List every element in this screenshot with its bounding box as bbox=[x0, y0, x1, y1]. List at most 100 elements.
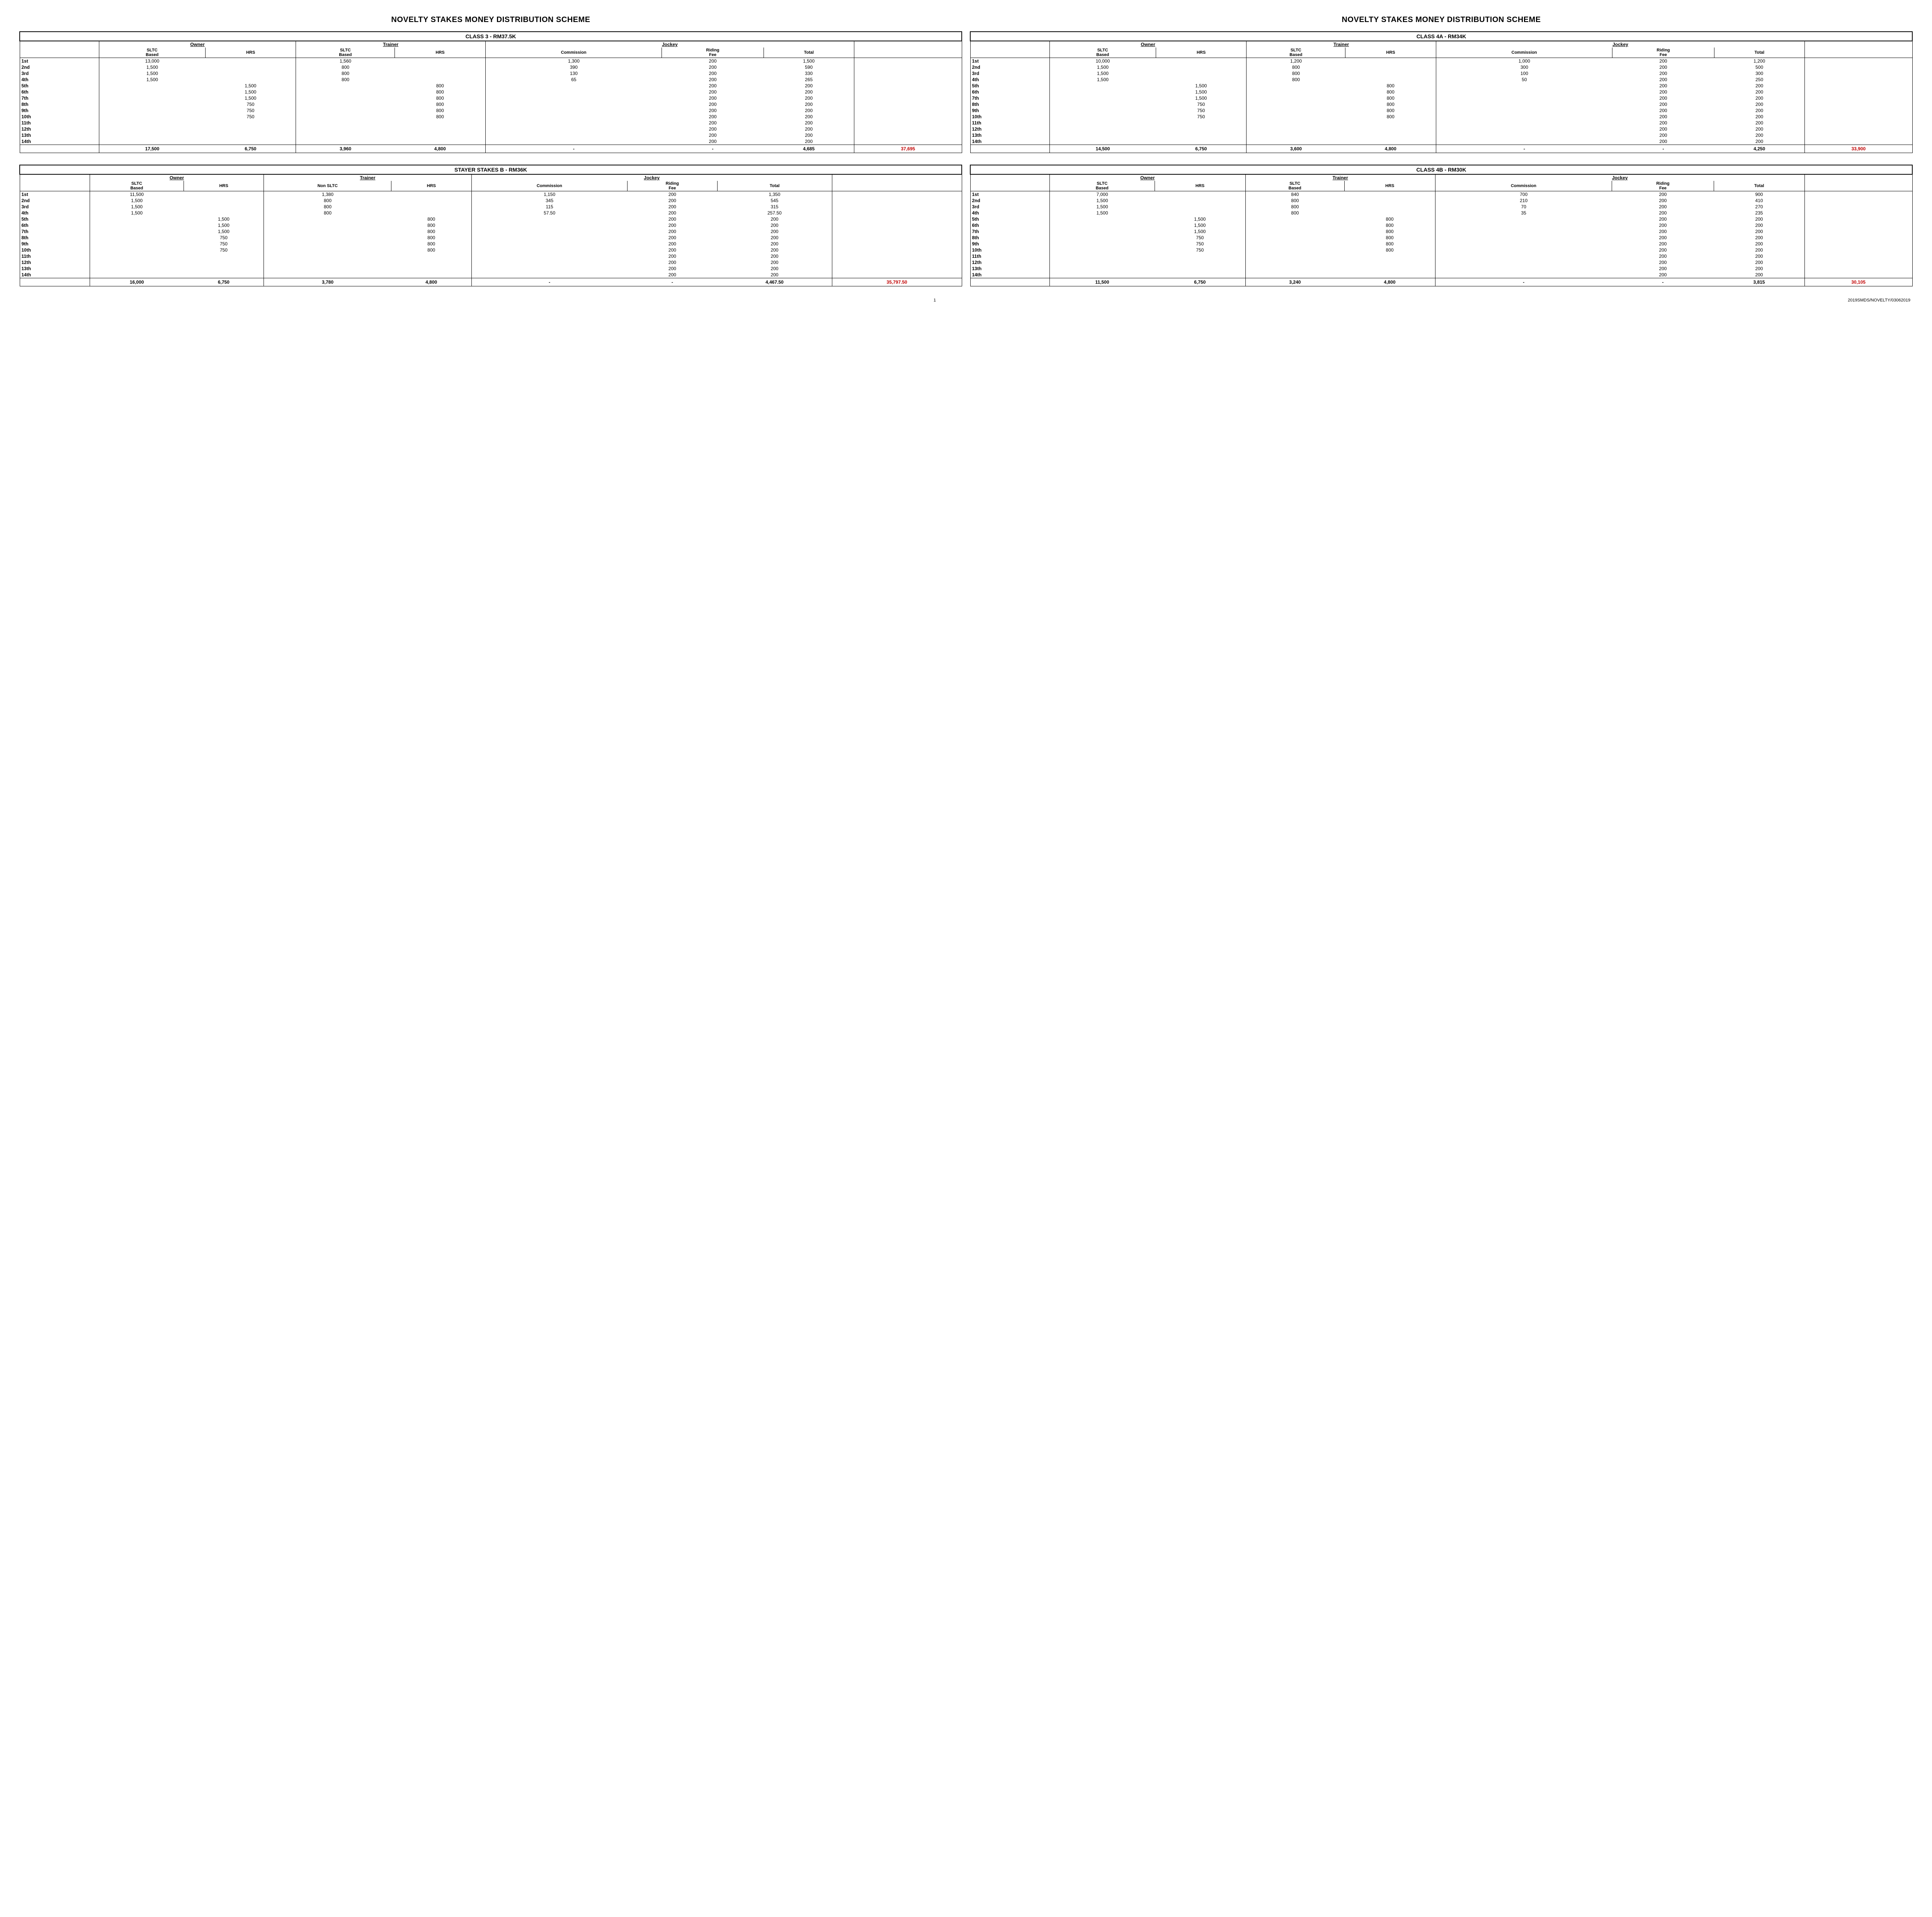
totals-row: 11,5006,750 3,2404,800 --3,815 30,105 bbox=[970, 278, 1912, 286]
table-row: 3rd 1,500 800 115200315 bbox=[20, 204, 962, 210]
col-riding-fee: RidingFee bbox=[1612, 181, 1714, 191]
table-block-class4b: CLASS 4B - RM30K Owner Trainer Jockey SL… bbox=[970, 165, 1913, 286]
col-commission: Commission bbox=[1435, 181, 1612, 191]
col-hrs: HRS bbox=[1344, 181, 1435, 191]
table-row: 8th 750 800 200200 bbox=[970, 101, 1912, 107]
col-riding-fee: RidingFee bbox=[1612, 48, 1714, 58]
col-total: Total bbox=[1714, 181, 1804, 191]
table-row: 1st 10,000 1,200 1,0002001,200 bbox=[970, 58, 1912, 65]
table-row: 13th 200200 bbox=[20, 132, 962, 138]
table-row: 14th 200200 bbox=[20, 138, 962, 145]
owner-header: Owner bbox=[90, 174, 264, 181]
table-block-stayerb: STAYER STAKES B - RM36K Owner Trainer Jo… bbox=[19, 165, 962, 286]
owner-header: Owner bbox=[1049, 174, 1245, 181]
table-row: 12th 200200 bbox=[970, 126, 1912, 132]
col-trainer1: SLTCBased bbox=[1245, 181, 1344, 191]
col-total: Total bbox=[764, 48, 854, 58]
trainer-header: Trainer bbox=[1245, 174, 1435, 181]
class-title: STAYER STAKES B - RM36K bbox=[20, 165, 962, 174]
grand-total: 35,797.50 bbox=[832, 278, 962, 286]
trainer-header: Trainer bbox=[1247, 41, 1436, 48]
table-row: 6th 1,500 800 200200 bbox=[20, 89, 962, 95]
owner-header: Owner bbox=[99, 41, 296, 48]
col-sltc-based: SLTCBased bbox=[99, 48, 205, 58]
table-row: 13th 200200 bbox=[970, 266, 1912, 272]
col-trainer1: SLTCBased bbox=[296, 48, 395, 58]
table-row: 5th 1,500 800 200200 bbox=[970, 216, 1912, 222]
table-row: 10th 750 800 200200 bbox=[20, 114, 962, 120]
table-row: 11th 200200 bbox=[20, 253, 962, 259]
table-row: 11th 200200 bbox=[970, 253, 1912, 259]
scheme-title: NOVELTY STAKES MONEY DISTRIBUTION SCHEME bbox=[19, 15, 962, 24]
table-row: 7th 1,500 800 200200 bbox=[970, 95, 1912, 101]
table-block-class4a: NOVELTY STAKES MONEY DISTRIBUTION SCHEME… bbox=[970, 15, 1913, 153]
table-row: 8th 750 800 200200 bbox=[970, 235, 1912, 241]
table-row: 6th 1,500 800 200200 bbox=[970, 89, 1912, 95]
table-row: 2nd 1,500 800 390200590 bbox=[20, 64, 962, 70]
trainer-header: Trainer bbox=[264, 174, 471, 181]
col-hrs: HRS bbox=[205, 48, 296, 58]
table-row: 10th 750 800 200200 bbox=[970, 247, 1912, 253]
table-row: 4th 1,500 800 65200265 bbox=[20, 77, 962, 83]
table-row: 9th 750 800 200200 bbox=[20, 241, 962, 247]
table-row: 3rd 1,500 800 130200330 bbox=[20, 70, 962, 77]
totals-row: 14,5006,750 3,6004,800 --4,250 33,900 bbox=[970, 145, 1912, 153]
table-row: 1st 13,000 1,560 1,3002001,500 bbox=[20, 58, 962, 65]
col-hrs: HRS bbox=[1155, 181, 1245, 191]
table-row: 9th 750 800 200200 bbox=[20, 107, 962, 114]
scheme-title: NOVELTY STAKES MONEY DISTRIBUTION SCHEME bbox=[970, 15, 1913, 24]
distribution-table: STAYER STAKES B - RM36K Owner Trainer Jo… bbox=[19, 165, 962, 286]
table-row: 12th 200200 bbox=[20, 259, 962, 266]
doc-ref: 2019SMDS/NOVELTY/03062019 bbox=[1848, 298, 1910, 303]
table-row: 1st 7,000 840 700200900 bbox=[970, 191, 1912, 198]
col-trainer1: Non SLTC bbox=[264, 181, 391, 191]
table-row: 4th 1,500 800 50200250 bbox=[970, 77, 1912, 83]
table-row: 2nd 1,500 800 345200545 bbox=[20, 197, 962, 204]
jockey-header: Jockey bbox=[1435, 174, 1804, 181]
class-title: CLASS 4A - RM34K bbox=[970, 32, 1912, 41]
table-row: 6th 1,500 800 200200 bbox=[970, 222, 1912, 228]
col-riding-fee: RidingFee bbox=[628, 181, 718, 191]
col-commission: Commission bbox=[471, 181, 628, 191]
jockey-header: Jockey bbox=[471, 174, 832, 181]
table-row: 3rd 1,500 800 70200270 bbox=[970, 204, 1912, 210]
table-row: 10th 750 800 200200 bbox=[970, 114, 1912, 120]
table-row: 13th 200200 bbox=[970, 132, 1912, 138]
table-row: 6th 1,500 800 200200 bbox=[20, 222, 962, 228]
page-grid: NOVELTY STAKES MONEY DISTRIBUTION SCHEME… bbox=[19, 15, 1913, 286]
table-row: 9th 750 800 200200 bbox=[970, 107, 1912, 114]
col-commission: Commission bbox=[485, 48, 662, 58]
col-hrs: HRS bbox=[395, 48, 486, 58]
distribution-table: CLASS 4B - RM30K Owner Trainer Jockey SL… bbox=[970, 165, 1913, 286]
table-row: 12th 200200 bbox=[970, 259, 1912, 266]
grand-total: 37,695 bbox=[854, 145, 962, 153]
page-number: 1 bbox=[934, 298, 936, 303]
col-total: Total bbox=[717, 181, 832, 191]
totals-row: 16,0006,750 3,7804,800 --4,467.50 35,797… bbox=[20, 278, 962, 286]
table-row: 14th 200200 bbox=[970, 272, 1912, 278]
table-row: 8th 750 800 200200 bbox=[20, 235, 962, 241]
class-title: CLASS 4B - RM30K bbox=[970, 165, 1912, 174]
col-hrs: HRS bbox=[1345, 48, 1436, 58]
table-row: 14th 200200 bbox=[20, 272, 962, 278]
owner-header: Owner bbox=[1049, 41, 1247, 48]
table-row: 4th 1,500 800 35200235 bbox=[970, 210, 1912, 216]
col-trainer1: SLTCBased bbox=[1247, 48, 1345, 58]
table-row: 11th 200200 bbox=[20, 120, 962, 126]
col-sltc-based: SLTCBased bbox=[90, 181, 184, 191]
table-row: 5th 1,500 800 200200 bbox=[20, 216, 962, 222]
table-row: 8th 750 800 200200 bbox=[20, 101, 962, 107]
page-footer: 1 2019SMDS/NOVELTY/03062019 bbox=[19, 298, 1913, 303]
table-row: 5th 1,500 800 200200 bbox=[970, 83, 1912, 89]
table-row: 7th 1,500 800 200200 bbox=[20, 228, 962, 235]
col-riding-fee: RidingFee bbox=[662, 48, 764, 58]
col-hrs: HRS bbox=[391, 181, 471, 191]
col-total: Total bbox=[1714, 48, 1805, 58]
distribution-table: CLASS 3 - RM37.5K Owner Trainer Jockey S… bbox=[19, 31, 962, 153]
col-commission: Commission bbox=[1436, 48, 1612, 58]
table-row: 7th 1,500 800 200200 bbox=[20, 95, 962, 101]
distribution-table: CLASS 4A - RM34K Owner Trainer Jockey SL… bbox=[970, 31, 1913, 153]
col-hrs: HRS bbox=[1156, 48, 1247, 58]
col-sltc-based: SLTCBased bbox=[1049, 181, 1155, 191]
grand-total: 30,105 bbox=[1804, 278, 1912, 286]
